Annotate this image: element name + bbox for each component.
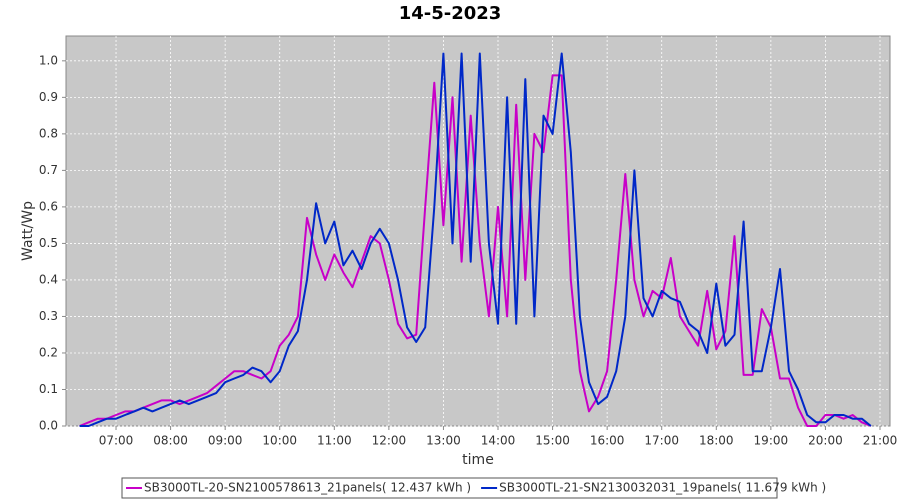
- x-tick-label: 20:00: [808, 434, 843, 448]
- x-tick-label: 16:00: [590, 434, 625, 448]
- y-tick-label: 0.0: [39, 419, 58, 433]
- y-tick-label: 0.7: [39, 163, 58, 177]
- x-tick-label: 14:00: [481, 434, 516, 448]
- series-line: [79, 52, 872, 427]
- y-tick-label: 0.8: [39, 126, 58, 140]
- x-tick-label: 15:00: [535, 434, 570, 448]
- x-tick-label: 19:00: [754, 434, 789, 448]
- x-tick-label: 17:00: [644, 434, 679, 448]
- x-tick-label: 18:00: [699, 434, 734, 448]
- y-tick-label: 0.3: [39, 309, 58, 323]
- y-tick-label: 0.1: [39, 382, 58, 396]
- x-tick-label: 12:00: [372, 434, 407, 448]
- x-tick-label: 09:00: [208, 434, 243, 448]
- y-tick-label: 1.0: [39, 53, 58, 67]
- x-tick-label: 08:00: [153, 434, 188, 448]
- chart-title: 14-5-2023: [399, 3, 502, 24]
- x-tick-label: 07:00: [99, 434, 134, 448]
- y-tick-label: 0.9: [39, 90, 58, 104]
- y-tick-label: 0.4: [39, 272, 58, 286]
- x-tick-label: 11:00: [317, 434, 352, 448]
- y-tick-label: 0.6: [39, 199, 58, 213]
- x-axis-label: time: [462, 452, 494, 468]
- x-tick-label: 10:00: [262, 434, 297, 448]
- y-tick-label: 0.2: [39, 345, 58, 359]
- legend: [121, 477, 778, 499]
- legend-label: SB3000TL-21-SN2130032031_19panels( 11.67…: [499, 481, 826, 495]
- legend-label: SB3000TL-20-SN2100578613_21panels( 12.43…: [144, 481, 471, 495]
- x-tick-label: 21:00: [863, 434, 898, 448]
- y-tick-label: 0.5: [39, 236, 58, 250]
- x-tick-label: 13:00: [426, 434, 461, 448]
- y-axis-label: Watt/Wp: [20, 201, 36, 261]
